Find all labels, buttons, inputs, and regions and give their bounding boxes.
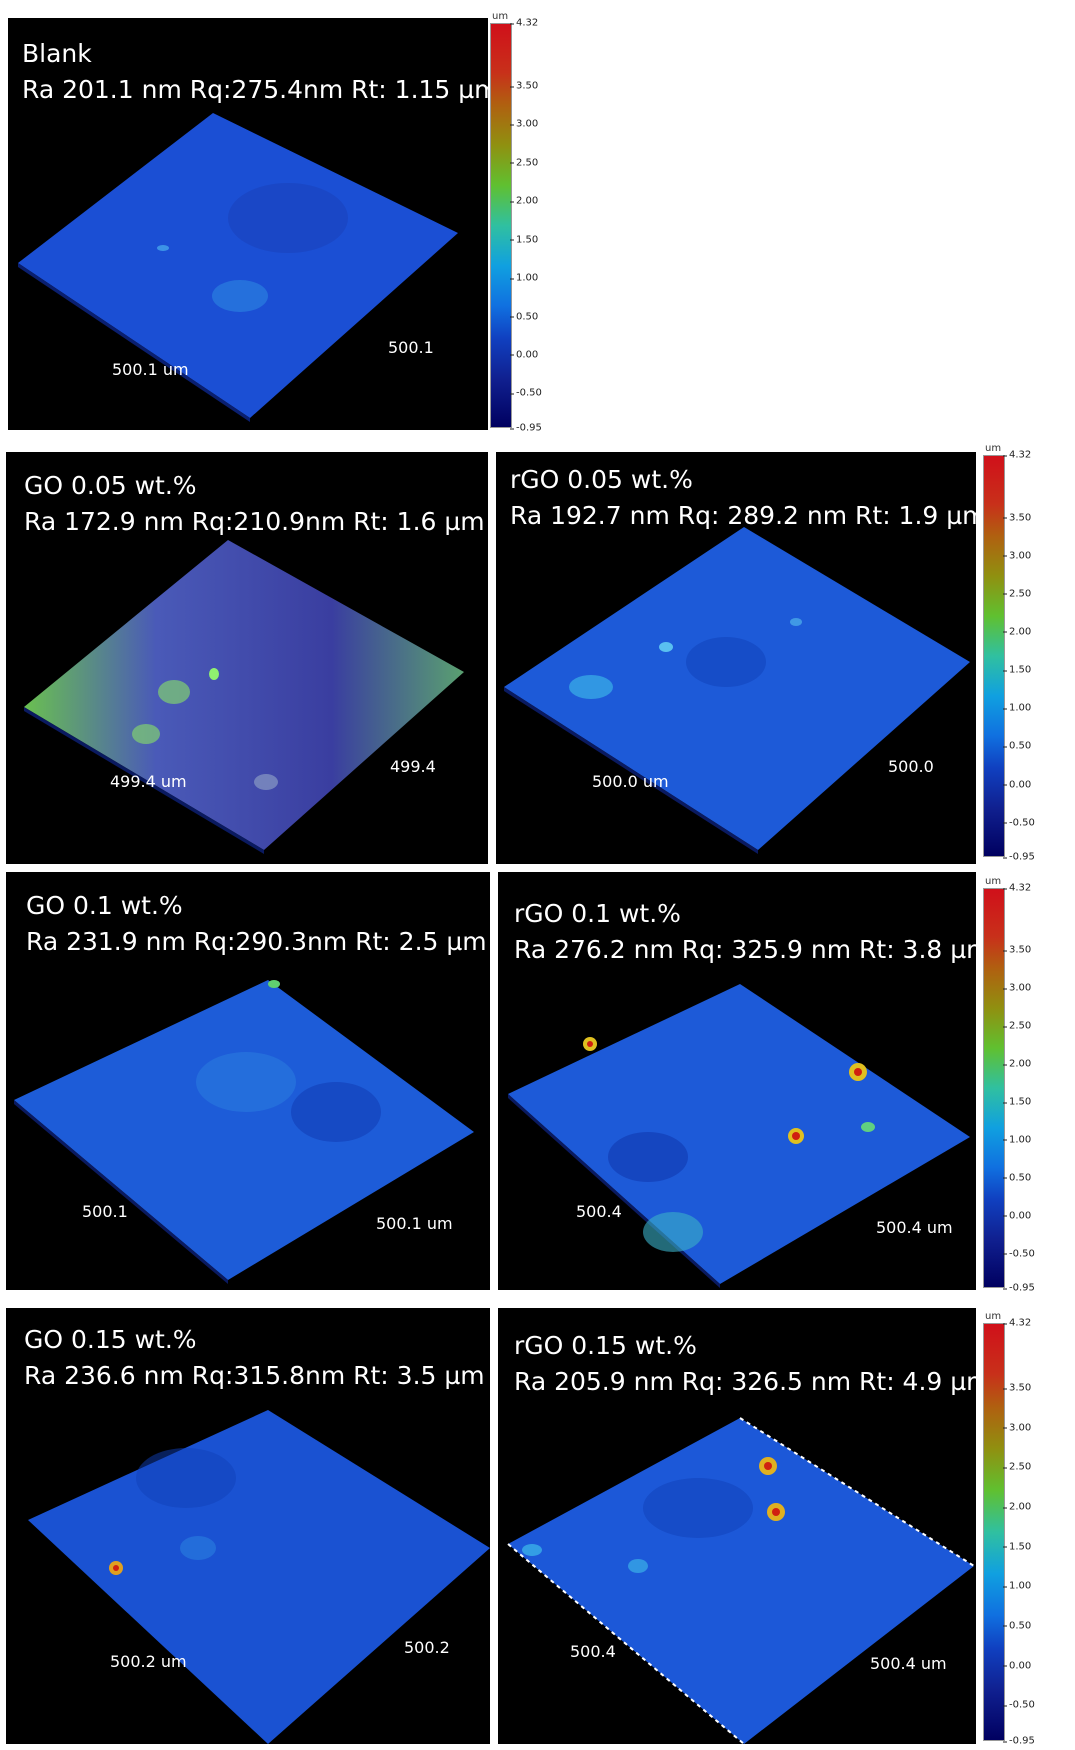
- colorbar-tick-label: 0.00: [509, 349, 539, 361]
- roughness-values: Ra 236.6 nm Rq:315.8nm Rt: 3.5 µm: [24, 1361, 485, 1390]
- colorbar-tick-label: 3.50: [1002, 1382, 1032, 1394]
- colorbar-tick-label: 3.00: [1002, 1422, 1032, 1434]
- colorbar-gradient: [490, 23, 512, 428]
- colorbar-tick-label: 1.00: [1002, 702, 1032, 714]
- roughness-values: Ra 192.7 nm Rq: 289.2 nm Rt: 1.9 µm: [510, 501, 976, 530]
- colorbar-tick-label: 2.00: [1002, 626, 1032, 638]
- panel-go-0-05: GO 0.05 wt.% Ra 172.9 nm Rq:210.9nm Rt: …: [6, 452, 488, 864]
- roughness-values: Ra 172.9 nm Rq:210.9nm Rt: 1.6 µm: [24, 507, 485, 536]
- surface-plot-rgo-0-1: [508, 984, 970, 1288]
- colorbar-tick-label: 1.00: [509, 272, 539, 284]
- colorbar-tick-label: 0.50: [509, 311, 539, 323]
- x-axis-label: 500.1 um: [112, 360, 189, 379]
- colorbar-tick-label: 0.00: [1002, 1210, 1032, 1222]
- panel-blank: Blank Ra 201.1 nm Rq:275.4nm Rt: 1.15 µm…: [8, 18, 488, 430]
- panel-title: Blank: [22, 39, 92, 68]
- colorbar-tick-label: 4.32: [1002, 882, 1032, 894]
- colorbar-tick-label: 2.00: [1002, 1058, 1032, 1070]
- panel-rgo-0-05: rGO 0.05 wt.% Ra 192.7 nm Rq: 289.2 nm R…: [496, 452, 976, 864]
- colorbar-tick-label: -0.95: [1003, 1735, 1035, 1747]
- colorbar-tick-label: 3.50: [1002, 944, 1032, 956]
- colorbar-row-3: um 4.32 3.50 3.00 2.50 2.00 1.50 1.00 0.50 0.00 -…: [983, 876, 1053, 1294]
- y-axis-label: 500.1 um: [376, 1214, 453, 1233]
- colorbar-tick-label: 1.50: [509, 234, 539, 246]
- colorbar-gradient: [983, 1323, 1005, 1741]
- colorbar-tick-label: 2.50: [1002, 588, 1032, 600]
- colorbar-tick-label: 1.50: [1002, 1096, 1032, 1108]
- colorbar-tick-label: -0.50: [1003, 1699, 1035, 1711]
- surface-plot-rgo-0-15: [507, 1417, 975, 1744]
- colorbar-tick-label: 4.32: [1002, 1317, 1032, 1329]
- colorbar-tick-label: 3.00: [509, 118, 539, 130]
- colorbar-tick-label: 2.00: [1002, 1501, 1032, 1513]
- colorbar-tick-label: 1.50: [1002, 1541, 1032, 1553]
- colorbar-tick-label: -0.95: [510, 422, 542, 434]
- colorbar-unit: um: [985, 876, 1002, 887]
- colorbar-top: um 4.32 3.50 3.00 2.50 2.00 1.50 1.00 0.50 0.00 -…: [490, 11, 560, 434]
- x-axis-label: 500.4: [576, 1202, 622, 1221]
- surface-plot-blank: [18, 113, 458, 422]
- colorbar-tick-label: 2.50: [1002, 1020, 1032, 1032]
- roughness-values: Ra 276.2 nm Rq: 325.9 nm Rt: 3.8 µm: [514, 935, 976, 964]
- panel-title: rGO 0.1 wt.%: [514, 899, 681, 928]
- panel-go-0-15: GO 0.15 wt.% Ra 236.6 nm Rq:315.8nm Rt: …: [6, 1308, 490, 1744]
- panel-title: rGO 0.05 wt.%: [510, 465, 693, 494]
- colorbar-tick-label: 0.00: [1002, 1660, 1032, 1672]
- panel-title: GO 0.15 wt.%: [24, 1325, 197, 1354]
- colorbar-tick-label: -0.95: [1003, 1282, 1035, 1294]
- colorbar-gradient: [983, 455, 1005, 857]
- colorbar-unit: um: [492, 11, 509, 22]
- colorbar-tick-label: -0.50: [510, 387, 542, 399]
- colorbar-tick-label: 3.00: [1002, 550, 1032, 562]
- x-axis-label: 500.4: [570, 1642, 616, 1661]
- colorbar-tick-label: 2.50: [509, 157, 539, 169]
- colorbar-tick-label: 4.32: [1002, 449, 1032, 461]
- colorbar-tick-label: 2.00: [509, 195, 539, 207]
- colorbar-tick-label: 3.50: [509, 80, 539, 92]
- colorbar-row-4: um 4.32 3.50 3.00 2.50 2.00 1.50 1.00 0.50 0.00 -…: [983, 1311, 1053, 1747]
- colorbar-tick-label: 0.50: [1002, 740, 1032, 752]
- colorbar-tick-label: 2.50: [1002, 1461, 1032, 1473]
- x-axis-label: 500.0 um: [592, 772, 669, 791]
- panel-rgo-0-15: rGO 0.15 wt.% Ra 205.9 nm Rq: 326.5 nm R…: [498, 1308, 976, 1744]
- roughness-values: Ra 201.1 nm Rq:275.4nm Rt: 1.15 µm: [22, 75, 488, 104]
- x-axis-label: 499.4 um: [110, 772, 187, 791]
- x-axis-label: 500.1: [82, 1202, 128, 1221]
- colorbar-tick-label: 1.00: [1002, 1580, 1032, 1592]
- panel-go-0-1: GO 0.1 wt.% Ra 231.9 nm Rq:290.3nm Rt: 2…: [6, 872, 490, 1290]
- y-axis-label: 500.4 um: [876, 1218, 953, 1237]
- colorbar-tick-label: -0.50: [1003, 1248, 1035, 1260]
- panel-rgo-0-1: rGO 0.1 wt.% Ra 276.2 nm Rq: 325.9 nm Rt…: [498, 872, 976, 1290]
- colorbar-tick-label: 1.50: [1002, 664, 1032, 676]
- panel-title: GO 0.1 wt.%: [26, 891, 183, 920]
- panel-title: rGO 0.15 wt.%: [514, 1331, 697, 1360]
- y-axis-label: 500.2: [404, 1638, 450, 1657]
- colorbar-tick-label: -0.95: [1003, 851, 1035, 863]
- surface-plot-go-0-1: [14, 980, 474, 1284]
- panel-title: GO 0.05 wt.%: [24, 471, 197, 500]
- y-axis-label: 500.1: [388, 338, 434, 357]
- colorbar-tick-label: 3.50: [1002, 512, 1032, 524]
- colorbar-unit: um: [985, 1311, 1002, 1322]
- colorbar-tick-label: 0.50: [1002, 1172, 1032, 1184]
- colorbar-unit: um: [985, 443, 1002, 454]
- colorbar-tick-label: 3.00: [1002, 982, 1032, 994]
- colorbar-gradient: [983, 888, 1005, 1288]
- colorbar-tick-label: 4.32: [509, 17, 539, 29]
- y-axis-label: 500.4 um: [870, 1654, 947, 1673]
- colorbar-row-2: um 4.32 3.50 3.00 2.50 2.00 1.50 1.00 0.50 0.00 -…: [983, 443, 1053, 863]
- colorbar-tick-label: -0.50: [1003, 817, 1035, 829]
- colorbar-tick-label: 0.00: [1002, 779, 1032, 791]
- y-axis-label: 499.4: [390, 757, 436, 776]
- roughness-values: Ra 205.9 nm Rq: 326.5 nm Rt: 4.9 µm: [514, 1367, 976, 1396]
- x-axis-label: 500.2 um: [110, 1652, 187, 1671]
- surface-plot-go-0-15: [28, 1410, 490, 1744]
- roughness-values: Ra 231.9 nm Rq:290.3nm Rt: 2.5 µm: [26, 927, 487, 956]
- surface-plot-go-0-05: [24, 540, 464, 854]
- surface-plot-rgo-0-05: [504, 527, 970, 854]
- y-axis-label: 500.0: [888, 757, 934, 776]
- colorbar-tick-label: 1.00: [1002, 1134, 1032, 1146]
- colorbar-tick-label: 0.50: [1002, 1620, 1032, 1632]
